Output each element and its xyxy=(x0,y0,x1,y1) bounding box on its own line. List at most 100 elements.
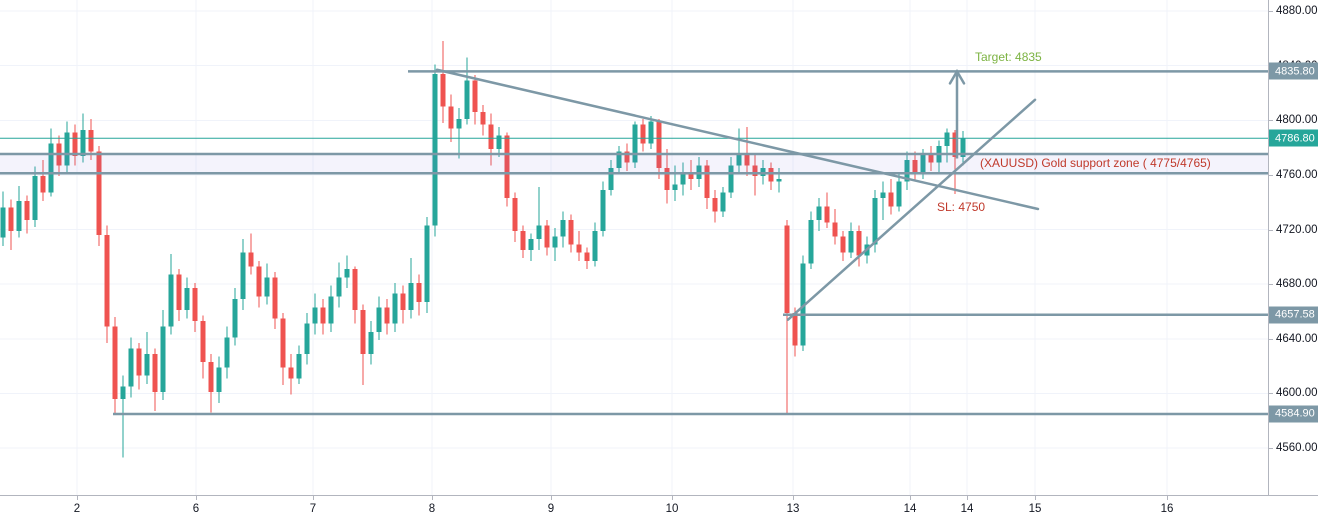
candle-body xyxy=(96,151,102,235)
target-arrow[interactable] xyxy=(948,68,966,159)
candle xyxy=(576,230,582,261)
candle xyxy=(728,157,734,199)
candle-body xyxy=(208,361,214,393)
candle xyxy=(904,151,910,190)
candle-body xyxy=(664,168,670,190)
drawing-price-badge: 4835.80 xyxy=(1269,62,1318,80)
candle xyxy=(912,151,918,182)
price-tick xyxy=(1269,11,1273,12)
candle xyxy=(136,342,142,390)
candle-body xyxy=(776,178,782,182)
candle xyxy=(496,127,502,158)
candle xyxy=(688,159,694,190)
time-axis-label: 10 xyxy=(665,503,679,515)
chart-pane[interactable] xyxy=(0,0,1268,495)
candle-body xyxy=(704,165,710,199)
stop-loss-label[interactable]: SL: 4750 xyxy=(937,200,986,214)
candle-body xyxy=(824,206,830,223)
candle xyxy=(592,222,598,267)
candle xyxy=(784,219,790,414)
candle-body xyxy=(120,386,126,399)
candle-body xyxy=(456,118,462,129)
candle-body xyxy=(928,154,934,163)
candle-body xyxy=(312,307,318,324)
candle-body xyxy=(88,129,94,152)
candle xyxy=(312,293,318,335)
candle xyxy=(184,277,190,319)
candle xyxy=(744,127,750,177)
candle xyxy=(160,310,166,401)
price-axis-label: 4720.00 xyxy=(1276,223,1318,236)
candle-body xyxy=(904,159,910,182)
target-label[interactable]: Target: 4835 xyxy=(975,50,1042,64)
candle xyxy=(256,260,262,308)
candle xyxy=(856,225,862,267)
support-zone-label[interactable]: (XAUUSD) Gold support zone ( 4775/4765) xyxy=(980,156,1211,170)
candle xyxy=(880,181,886,220)
candle xyxy=(64,121,70,173)
support-zone-fill xyxy=(0,153,1268,174)
candle xyxy=(120,375,126,458)
candle xyxy=(152,348,158,412)
candle xyxy=(224,326,230,379)
candle-body xyxy=(520,230,526,250)
time-axis[interactable]: 2 6 7 8 9 10 13 14 14 15 16 xyxy=(0,495,1318,521)
candle-body xyxy=(856,230,862,256)
candle xyxy=(536,187,542,250)
candle-body xyxy=(336,277,342,297)
candle xyxy=(192,282,198,332)
candle-body xyxy=(400,293,406,311)
price-axis-label: 4640.00 xyxy=(1276,332,1318,345)
candle-body xyxy=(184,288,190,311)
candle-body xyxy=(448,106,454,129)
candle xyxy=(200,315,206,379)
candle xyxy=(40,159,46,201)
candle-body xyxy=(32,176,38,220)
candle-body xyxy=(536,225,542,240)
candle xyxy=(144,331,150,384)
support-zone[interactable] xyxy=(0,152,1268,175)
candle-body xyxy=(432,73,438,226)
candle-body xyxy=(112,326,118,399)
ascending-trendline[interactable] xyxy=(786,98,1037,321)
candle-body xyxy=(896,181,902,207)
candle-body xyxy=(608,168,614,190)
price-axis[interactable]: 4880.004840.004800.004760.004720.004680.… xyxy=(1268,0,1318,495)
candle-body xyxy=(680,173,686,185)
candle-body xyxy=(560,219,566,237)
candle xyxy=(232,288,238,346)
candle-body xyxy=(672,184,678,190)
candle-body xyxy=(512,198,518,231)
candle xyxy=(528,233,534,261)
candle xyxy=(664,148,670,204)
candle xyxy=(392,282,398,332)
candle xyxy=(672,165,678,201)
candle-body xyxy=(504,135,510,199)
candle-body xyxy=(384,307,390,324)
candle xyxy=(568,214,574,253)
candle-body xyxy=(848,230,854,253)
price-axis-label: 4680.00 xyxy=(1276,278,1318,291)
candle xyxy=(168,254,174,335)
candle-body xyxy=(952,132,958,158)
candle xyxy=(704,159,710,210)
candle-body xyxy=(640,124,646,144)
grid-layer xyxy=(0,0,1268,495)
candle xyxy=(640,118,646,152)
time-tick xyxy=(313,496,314,500)
candle xyxy=(608,159,614,196)
candle-body xyxy=(8,207,14,231)
candle xyxy=(840,230,846,261)
candle-body xyxy=(240,252,246,300)
time-tick xyxy=(910,496,911,500)
time-axis-label: 14 xyxy=(903,503,917,515)
candle xyxy=(512,192,518,242)
candle-body xyxy=(152,353,158,393)
candle xyxy=(240,239,246,311)
target-arrowhead-icon xyxy=(948,68,966,85)
candle xyxy=(432,64,438,237)
candle-body xyxy=(40,176,46,193)
candle xyxy=(336,262,342,308)
candle xyxy=(552,228,558,261)
